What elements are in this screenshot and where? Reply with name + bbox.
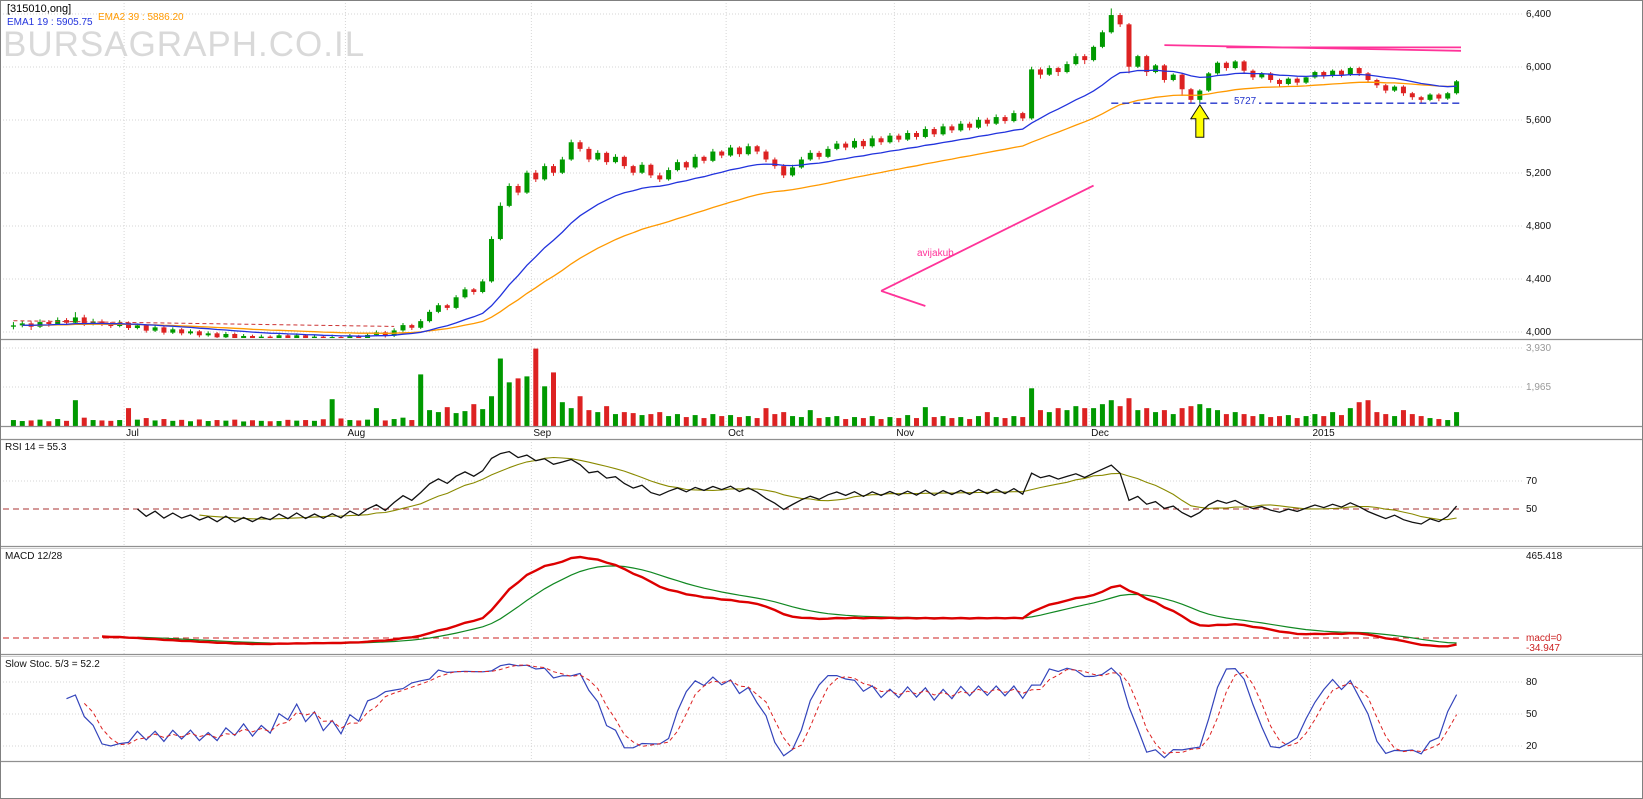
ema2-legend: EMA2 39 : 5886.20 xyxy=(98,12,184,23)
svg-text:4,400: 4,400 xyxy=(1526,274,1551,285)
ema1-legend: EMA1 19 : 5905.75 xyxy=(7,17,93,28)
svg-text:Jul: Jul xyxy=(126,428,139,439)
svg-text:4,800: 4,800 xyxy=(1526,221,1551,232)
svg-text:Dec: Dec xyxy=(1091,428,1109,439)
svg-text:2015: 2015 xyxy=(1312,428,1335,439)
svg-text:1,965: 1,965 xyxy=(1526,382,1551,393)
svg-text:Nov: Nov xyxy=(896,428,914,439)
svg-text:465.418: 465.418 xyxy=(1526,551,1563,562)
svg-text:Oct: Oct xyxy=(728,428,744,439)
svg-text:50: 50 xyxy=(1526,709,1538,720)
svg-text:6,400: 6,400 xyxy=(1526,9,1551,20)
svg-text:5,200: 5,200 xyxy=(1526,168,1551,179)
macd-panel-label: MACD 12/28 xyxy=(5,551,63,562)
svg-text:6,000: 6,000 xyxy=(1526,62,1551,73)
trendline-author-label: avijakub xyxy=(917,248,954,259)
stoch-panel-label: Slow Stoc. 5/3 = 52.2 xyxy=(5,659,100,670)
rsi-panel-label: RSI 14 = 55.3 xyxy=(5,442,67,453)
svg-text:4,000: 4,000 xyxy=(1526,327,1551,338)
symbol-title: [315010,ong] xyxy=(7,3,72,15)
svg-text:Aug: Aug xyxy=(347,428,365,439)
svg-text:Sep: Sep xyxy=(533,428,551,439)
svg-text:macd=0: macd=0 xyxy=(1526,633,1562,644)
watermark: BURSAGRAPH.CO.IL xyxy=(3,25,366,64)
svg-text:70: 70 xyxy=(1526,476,1538,487)
svg-text:-34.947: -34.947 xyxy=(1526,643,1560,654)
svg-text:5,600: 5,600 xyxy=(1526,115,1551,126)
svg-text:3,930: 3,930 xyxy=(1526,343,1551,354)
svg-text:50: 50 xyxy=(1526,504,1538,515)
support-price-label: 5727 xyxy=(1231,96,1260,108)
svg-text:80: 80 xyxy=(1526,677,1538,688)
svg-text:20: 20 xyxy=(1526,741,1538,752)
